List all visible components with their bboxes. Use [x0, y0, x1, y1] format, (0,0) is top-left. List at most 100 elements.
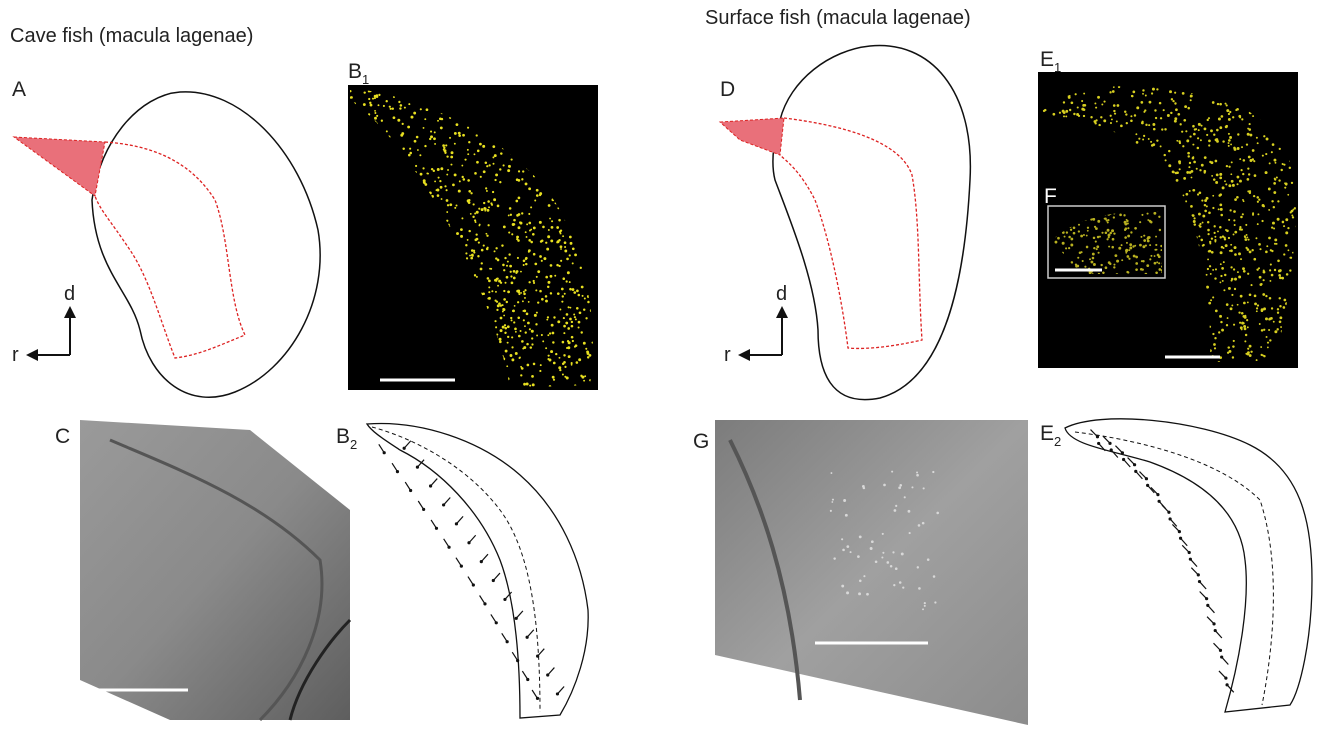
- texture: [504, 324, 506, 326]
- texture: [547, 316, 549, 318]
- texture: [898, 486, 901, 489]
- texture: [1208, 139, 1211, 142]
- texture: [374, 117, 377, 120]
- macula-outline: [367, 423, 588, 718]
- texture: [378, 94, 380, 96]
- texture: [1081, 100, 1083, 102]
- texture: [374, 97, 376, 99]
- texture: [1087, 227, 1089, 229]
- texture: [502, 311, 504, 313]
- texture: [1261, 354, 1263, 356]
- texture: [464, 159, 466, 161]
- texture: [558, 239, 560, 241]
- texture: [583, 380, 585, 382]
- texture: [1202, 245, 1204, 247]
- texture: [1121, 259, 1123, 261]
- texture: [1269, 280, 1271, 282]
- texture: [1262, 293, 1265, 296]
- texture: [536, 312, 538, 314]
- texture: [1291, 215, 1293, 217]
- texture: [1208, 250, 1210, 252]
- texture: [374, 112, 376, 114]
- texture: [524, 325, 526, 327]
- texture: [489, 164, 491, 166]
- texture: [1190, 95, 1192, 97]
- texture: [934, 601, 936, 603]
- texture: [444, 185, 446, 187]
- texture: [495, 621, 498, 624]
- texture: [566, 377, 569, 380]
- texture: [1221, 115, 1224, 118]
- texture: [1256, 310, 1258, 312]
- texture: [1140, 236, 1142, 238]
- texture: [1282, 163, 1284, 165]
- texture: [1176, 140, 1178, 142]
- texture: [1073, 226, 1076, 229]
- texture: [525, 263, 527, 265]
- texture: [1285, 231, 1288, 234]
- texture: [1068, 96, 1071, 99]
- texture: [922, 522, 925, 525]
- texture: [518, 197, 521, 200]
- texture: [1220, 208, 1223, 211]
- texture: [572, 288, 575, 291]
- texture: [558, 219, 561, 222]
- texture: [1192, 157, 1195, 160]
- texture: [580, 267, 582, 269]
- texture: [1221, 329, 1224, 332]
- texture: [1139, 221, 1141, 223]
- texture: [908, 510, 911, 513]
- texture: [507, 169, 510, 172]
- texture: [1063, 111, 1066, 114]
- texture: [1102, 272, 1105, 275]
- texture: [1065, 110, 1068, 113]
- texture: [1209, 265, 1211, 267]
- texture: [1240, 258, 1242, 260]
- texture: [1218, 117, 1221, 120]
- texture: [1252, 115, 1254, 117]
- texture: [1197, 573, 1200, 576]
- texture: [1267, 342, 1269, 344]
- texture: [455, 522, 458, 525]
- texture: [1277, 259, 1280, 262]
- texture: [932, 471, 934, 473]
- texture: [1269, 339, 1271, 341]
- texture: [514, 328, 517, 331]
- texture: [1249, 134, 1252, 137]
- texture: [1212, 207, 1214, 209]
- texture: [1225, 183, 1227, 185]
- texture: [564, 241, 567, 244]
- texture: [1268, 329, 1270, 331]
- texture: [1207, 268, 1209, 270]
- texture: [1229, 250, 1231, 252]
- texture: [1145, 477, 1148, 480]
- texture: [516, 236, 519, 239]
- texture: [846, 591, 849, 594]
- texture: [467, 153, 469, 155]
- texture: [506, 301, 508, 303]
- texture: [473, 252, 475, 254]
- texture: [517, 301, 519, 303]
- texture: [1063, 101, 1065, 103]
- texture: [437, 168, 440, 171]
- texture: [1144, 109, 1146, 111]
- texture: [564, 293, 566, 295]
- texture: [521, 367, 524, 370]
- texture: [1233, 268, 1235, 270]
- texture: [1207, 229, 1210, 232]
- texture: [503, 598, 506, 601]
- texture: [1261, 283, 1263, 285]
- texture: [1219, 126, 1222, 129]
- texture: [494, 279, 497, 282]
- texture: [1228, 184, 1231, 187]
- texture: [537, 270, 540, 273]
- texture: [1273, 182, 1276, 185]
- texture: [1209, 161, 1211, 163]
- texture: [1129, 243, 1132, 246]
- texture: [1092, 257, 1095, 260]
- texture: [1279, 148, 1281, 150]
- texture: [1273, 191, 1276, 194]
- texture: [547, 286, 549, 288]
- texture: [404, 107, 406, 109]
- texture: [1231, 180, 1234, 183]
